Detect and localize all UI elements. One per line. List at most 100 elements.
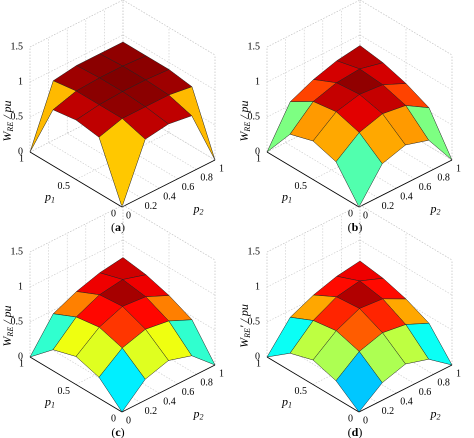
grid-line [29, 0, 124, 48]
x-tick-label: 1 [19, 358, 24, 369]
y-tick-label: 0.6 [182, 387, 195, 398]
caption-letter: b [352, 220, 359, 234]
caption-letter: d [352, 425, 359, 438]
z-tick-label: 0 [18, 146, 23, 157]
x-tick-label: 0 [348, 413, 353, 424]
y-label-main: p [193, 201, 200, 215]
z-label-main: W [237, 131, 251, 142]
y-tick-label: 1 [456, 163, 461, 174]
y-label-sub: 2 [437, 207, 441, 216]
z-label-rest: ' / pu [237, 304, 251, 328]
z-tick-label: 0.5 [248, 316, 261, 327]
y-tick-label: 0.4 [163, 396, 176, 407]
z-label-rest: / pu [237, 100, 251, 121]
caption-letter: c [115, 425, 121, 438]
grid-line [266, 0, 361, 48]
y-tick-label: 1 [219, 163, 224, 174]
z-tick-label: 1.5 [11, 246, 24, 257]
grid-line [29, 239, 124, 288]
caption-letter: a [115, 220, 121, 234]
x-label-sub: 1 [51, 400, 55, 409]
grid-line [266, 239, 361, 288]
surface-patch [98, 118, 146, 208]
z-label-sub: RE [243, 122, 252, 133]
y-tick-label: 0.4 [400, 191, 413, 202]
y-label-main: p [430, 201, 437, 215]
axis-line [121, 364, 216, 413]
y-tick-label: 0 [363, 415, 368, 426]
z-label: WRE / pu [237, 100, 252, 141]
x-tick-label: 0 [111, 208, 116, 219]
surface-patch [335, 351, 383, 413]
x-label-main: p [44, 189, 51, 203]
z-tick-label: 0.5 [11, 316, 24, 327]
y-tick-label: 0.2 [382, 201, 395, 212]
y-tick-label: 0.6 [182, 182, 195, 193]
y-label: p2 [193, 201, 204, 216]
z-label-main: W [0, 336, 14, 347]
y-tick-label: 0.6 [419, 387, 432, 398]
y-tick-label: 0 [363, 210, 368, 221]
x-label: p1 [44, 189, 55, 204]
axis-line [29, 151, 123, 208]
y-tick-label: 0 [126, 415, 131, 426]
y-tick-label: 0.8 [200, 378, 213, 389]
z-label-main: W [0, 131, 14, 142]
surface-patch [98, 347, 146, 413]
surface-patch [335, 132, 383, 208]
y-tick-label: 0.8 [437, 378, 450, 389]
z-tick-label: 0 [255, 351, 260, 362]
z-tick-label: 0.5 [248, 111, 261, 122]
y-tick-label: 0.2 [145, 406, 158, 417]
x-tick-label: 0.5 [58, 181, 71, 192]
z-tick-label: 1 [18, 281, 23, 292]
grid-line [266, 204, 361, 253]
z-tick-label: 1 [255, 76, 260, 87]
z-tick-label: 1 [18, 76, 23, 87]
z-label: WRE' / pu [237, 304, 252, 348]
x-tick-label: 0 [348, 208, 353, 219]
y-tick-label: 0.2 [145, 201, 158, 212]
y-tick-label: 0.8 [200, 173, 213, 184]
y-tick-label: 1 [219, 368, 224, 379]
y-label-main: p [430, 406, 437, 420]
x-label-main: p [44, 394, 51, 408]
y-label-main: p [193, 406, 200, 420]
z-label-sub: RE [6, 122, 15, 133]
grid-line [29, 204, 124, 253]
axis-line [29, 356, 123, 413]
caption: (b) [348, 220, 363, 234]
x-tick-label: 0 [111, 413, 116, 424]
x-label: p1 [44, 394, 55, 409]
y-label: p2 [430, 406, 441, 421]
z-label-rest: / pu [0, 100, 14, 121]
z-tick-label: 0 [18, 351, 23, 362]
caption: (a) [111, 220, 125, 234]
x-tick-label: 1 [256, 153, 261, 164]
z-tick-label: 1.5 [248, 246, 261, 257]
y-tick-label: 0.2 [382, 406, 395, 417]
x-label-sub: 1 [288, 400, 292, 409]
x-label: p1 [281, 394, 292, 409]
y-tick-label: 1 [456, 368, 461, 379]
z-label-sub: RE [243, 328, 252, 339]
z-label: WRE / pu [0, 305, 15, 346]
x-label-sub: 1 [288, 195, 292, 204]
x-label: p1 [281, 189, 292, 204]
grid-line [29, 104, 124, 153]
y-tick-label: 0 [126, 210, 131, 221]
x-tick-label: 0.5 [58, 386, 71, 397]
y-label-sub: 2 [200, 412, 204, 421]
y-label-sub: 2 [200, 207, 204, 216]
z-label: WRE / pu [0, 100, 15, 141]
axis-line [121, 159, 216, 208]
axis-line [266, 356, 360, 413]
z-tick-label: 1 [255, 281, 260, 292]
axis-line [266, 151, 360, 208]
caption: (c) [111, 425, 124, 438]
y-label: p2 [193, 406, 204, 421]
